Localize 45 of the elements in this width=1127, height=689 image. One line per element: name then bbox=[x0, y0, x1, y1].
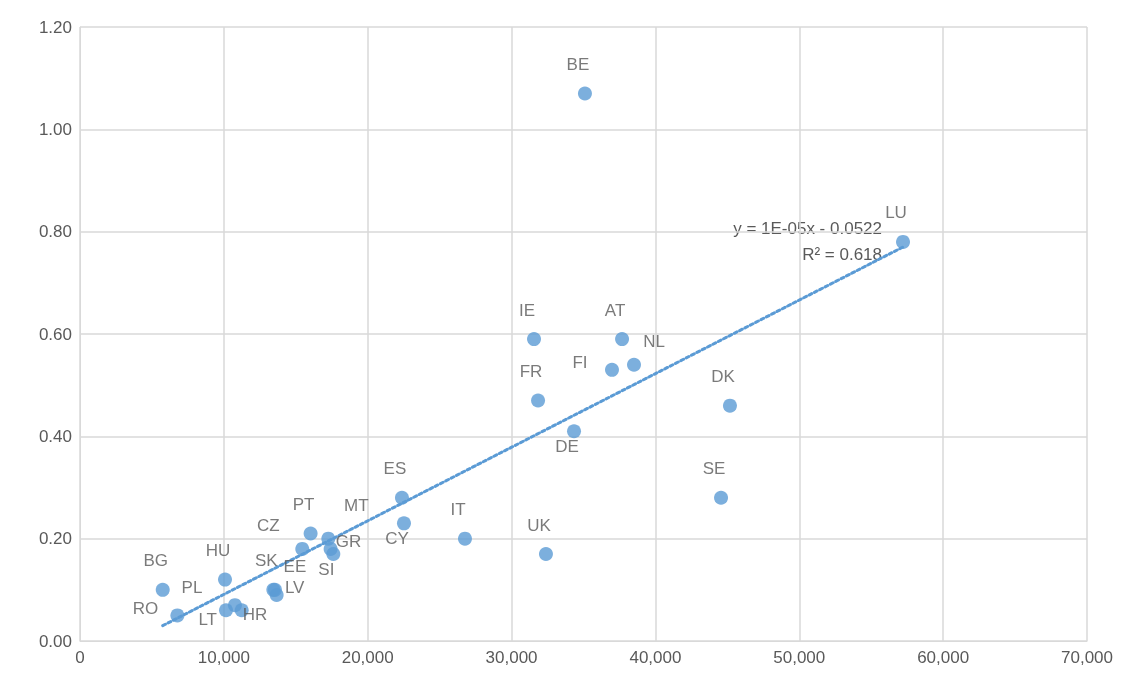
data-label: SK bbox=[255, 551, 279, 571]
data-label: IT bbox=[450, 500, 466, 520]
data-label: FI bbox=[572, 353, 588, 373]
y-tick-label: 0.80 bbox=[38, 222, 72, 242]
y-tick-label: 0.20 bbox=[38, 529, 72, 549]
x-tick-label: 60,000 bbox=[917, 648, 970, 667]
x-tick-label: 20,000 bbox=[341, 648, 394, 667]
data-label: CY bbox=[385, 528, 409, 548]
data-label: PL bbox=[181, 577, 203, 597]
x-tick-label: 50,000 bbox=[773, 648, 826, 667]
y-tick-label: 0.40 bbox=[38, 426, 72, 446]
data-label: DK bbox=[711, 367, 736, 387]
data-label: IE bbox=[518, 300, 536, 320]
annotation: y = 1E-05x - 0.0522 bbox=[733, 219, 882, 238]
data-label: UK bbox=[527, 515, 552, 535]
x-tick-label: 0 bbox=[75, 648, 85, 667]
data-label: GR bbox=[335, 532, 362, 552]
data-label: BG bbox=[143, 551, 168, 571]
x-tick-label: 70,000 bbox=[1061, 648, 1113, 667]
data-label: AT bbox=[604, 300, 626, 320]
y-tick-label: 1.20 bbox=[38, 17, 72, 37]
data-label: FR bbox=[519, 362, 543, 382]
x-tick-label: 30,000 bbox=[485, 648, 538, 667]
y-tick-label: 1.00 bbox=[38, 119, 72, 139]
x-tick-label: 40,000 bbox=[629, 648, 682, 667]
data-label: LU bbox=[885, 203, 907, 223]
data-label: MT bbox=[344, 496, 369, 516]
data-label: BE bbox=[566, 55, 590, 75]
data-label: PT bbox=[292, 495, 315, 515]
data-label: HR bbox=[242, 604, 268, 624]
data-label: EE bbox=[283, 557, 307, 577]
annotation: R² = 0.618 bbox=[802, 245, 883, 264]
data-label: DE bbox=[555, 436, 579, 456]
data-label: CZ bbox=[256, 516, 280, 536]
data-label: ES bbox=[383, 459, 407, 479]
y-tick-label: 0.00 bbox=[38, 631, 72, 651]
data-label: SI bbox=[318, 559, 335, 579]
x-tick-label: 10,000 bbox=[197, 648, 250, 667]
data-label: HU bbox=[205, 541, 231, 561]
data-label: RO bbox=[132, 598, 159, 618]
data-label: SE bbox=[702, 459, 726, 479]
data-label: NL bbox=[643, 332, 665, 352]
data-label: LT bbox=[198, 609, 217, 629]
y-tick-label: 0.60 bbox=[38, 324, 72, 344]
data-label: LV bbox=[284, 578, 306, 598]
